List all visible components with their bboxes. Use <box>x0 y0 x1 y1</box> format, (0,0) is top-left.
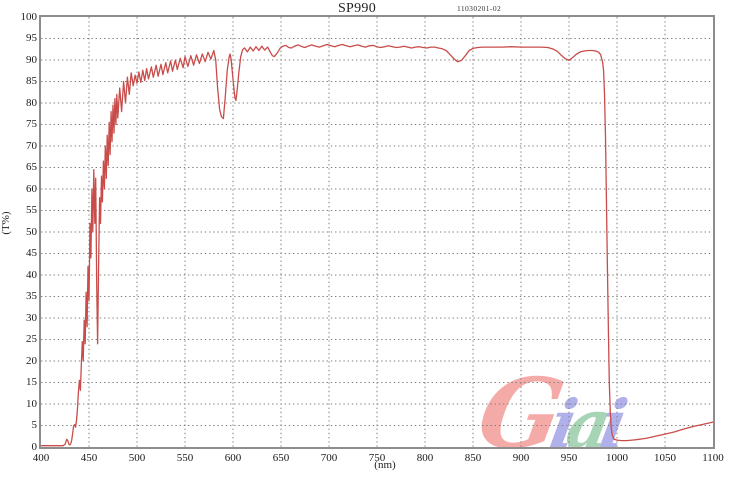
y-tick-label: 5 <box>31 419 38 431</box>
y-tick-label: 55 <box>26 204 37 216</box>
x-tick-label: 600 <box>224 452 242 464</box>
y-tick-label: 15 <box>26 376 37 388</box>
y-tick-label: 30 <box>26 311 37 324</box>
plot-area <box>39 15 715 449</box>
y-tick-label: 75 <box>26 118 37 130</box>
y-tick-label: 50 <box>26 225 37 238</box>
y-tick-label: 85 <box>26 75 37 87</box>
y-tick-label: 35 <box>26 290 37 302</box>
x-tick-label: 800 <box>416 452 434 464</box>
x-tick-label: 650 <box>272 452 290 464</box>
grid-lines <box>41 17 713 447</box>
x-tick-label: 450 <box>80 452 98 464</box>
x-tick-label: 900 <box>512 452 530 464</box>
y-tick-label: 25 <box>26 333 37 345</box>
y-tick-label: 100 <box>20 10 38 23</box>
y-tick-label: 80 <box>26 96 37 109</box>
x-tick-label: 950 <box>560 452 578 464</box>
y-tick-label: 40 <box>26 268 37 281</box>
x-tick-label: 850 <box>464 452 482 464</box>
x-tick-label: 550 <box>176 452 194 464</box>
x-tick-label: 500 <box>128 452 146 464</box>
x-tick-label: 750 <box>368 452 386 464</box>
x-tick-label: 400 <box>32 452 50 464</box>
x-axis-label: (nm) <box>374 459 396 471</box>
y-tick-label: 95 <box>26 32 37 44</box>
y-tick-label: 10 <box>26 397 37 410</box>
y-tick-label: 90 <box>26 53 37 66</box>
x-tick-label: 1050 <box>654 452 676 464</box>
serial-number: 11030201-02 <box>457 4 502 13</box>
y-tick-label: 60 <box>26 182 37 195</box>
y-tick-label: 45 <box>26 247 37 259</box>
chart-title: SP990 <box>337 1 377 16</box>
y-tick-label: 0 <box>31 440 38 453</box>
y-tick-label: 20 <box>26 354 37 367</box>
x-tick-label: 1000 <box>606 452 628 464</box>
x-tick-label: 1100 <box>702 452 724 464</box>
y-tick-label: 65 <box>26 161 37 173</box>
transmission-curve <box>41 43 713 447</box>
y-tick-label: 70 <box>26 139 37 152</box>
x-tick-label: 700 <box>320 452 338 464</box>
plot-canvas <box>41 17 713 447</box>
